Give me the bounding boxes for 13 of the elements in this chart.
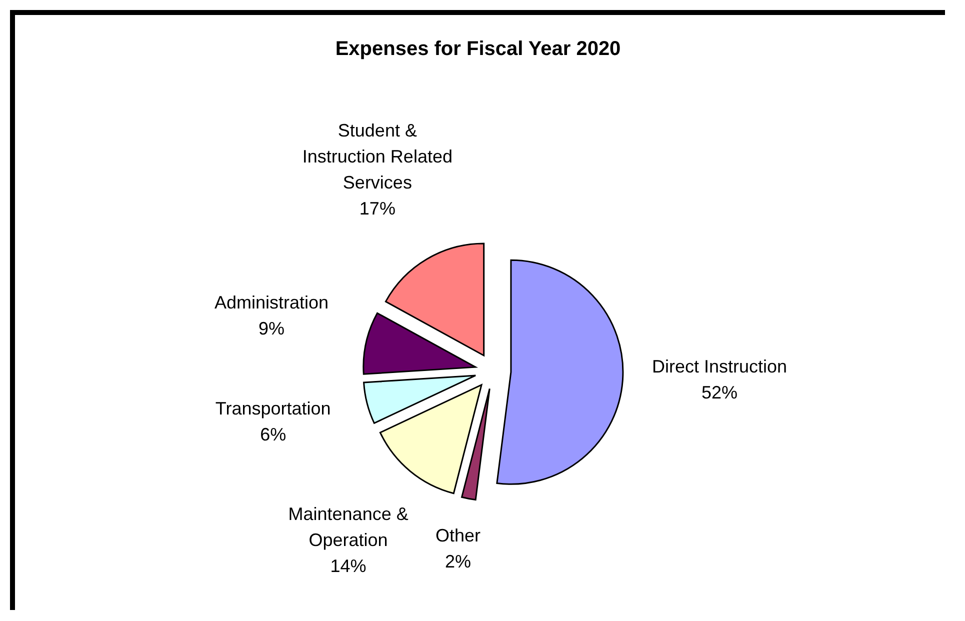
data-label: 17% [359,198,396,219]
slice-label: Maintenance & Operation [288,504,408,550]
slice-label: Other [435,526,480,546]
data-label: 9% [258,318,284,338]
data-label: 52% [702,382,738,402]
chart-title: Expenses for Fiscal Year 2020 [334,38,622,61]
data-label: 14% [330,556,366,576]
slice-label: Direct Instruction [652,356,788,376]
slice-label: Administration [214,292,328,312]
slice-label: Transportation [215,398,331,418]
data-label: 2% [444,552,471,572]
data-label: 6% [260,424,286,444]
slice-label: Student & Instruction Related Services [302,120,452,193]
